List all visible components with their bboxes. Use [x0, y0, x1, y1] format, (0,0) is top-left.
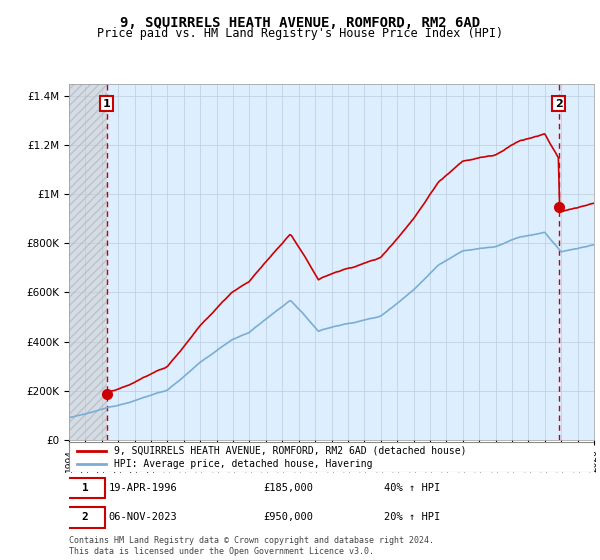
Text: 2: 2 — [82, 512, 88, 522]
Text: 1: 1 — [82, 483, 88, 493]
Text: 9, SQUIRRELS HEATH AVENUE, ROMFORD, RM2 6AD: 9, SQUIRRELS HEATH AVENUE, ROMFORD, RM2 … — [120, 16, 480, 30]
Text: 9, SQUIRRELS HEATH AVENUE, ROMFORD, RM2 6AD (detached house): 9, SQUIRRELS HEATH AVENUE, ROMFORD, RM2 … — [113, 446, 466, 455]
FancyBboxPatch shape — [69, 442, 594, 472]
Text: HPI: Average price, detached house, Havering: HPI: Average price, detached house, Have… — [113, 459, 372, 469]
Text: £185,000: £185,000 — [263, 483, 313, 493]
Text: Contains HM Land Registry data © Crown copyright and database right 2024.
This d: Contains HM Land Registry data © Crown c… — [69, 536, 434, 556]
FancyBboxPatch shape — [65, 507, 104, 528]
FancyBboxPatch shape — [65, 478, 104, 498]
Bar — [69, 84, 107, 440]
Text: 40% ↑ HPI: 40% ↑ HPI — [384, 483, 440, 493]
Text: 20% ↑ HPI: 20% ↑ HPI — [384, 512, 440, 522]
Text: Price paid vs. HM Land Registry's House Price Index (HPI): Price paid vs. HM Land Registry's House … — [97, 27, 503, 40]
Text: 06-NOV-2023: 06-NOV-2023 — [109, 512, 177, 522]
Text: 2: 2 — [554, 99, 562, 109]
Text: £950,000: £950,000 — [263, 512, 313, 522]
Text: 19-APR-1996: 19-APR-1996 — [109, 483, 177, 493]
Text: 1: 1 — [103, 99, 110, 109]
